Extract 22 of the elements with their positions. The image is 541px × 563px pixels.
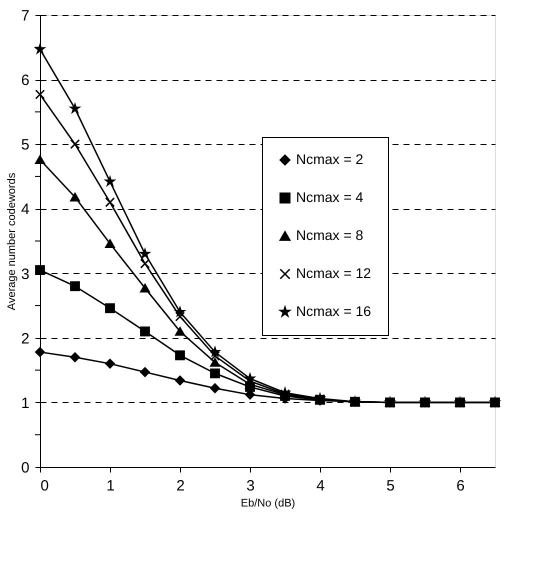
- x-tick-label: 2: [176, 478, 185, 494]
- y-tick-label: 7: [21, 8, 30, 24]
- y-tick-label: 2: [21, 330, 30, 348]
- x-tick-label: 0: [40, 478, 49, 494]
- y-tick-label: 5: [21, 136, 30, 154]
- x-tick-label: 1: [106, 478, 115, 494]
- x-tick-label: 3: [246, 478, 255, 494]
- x-tick-label: 4: [316, 478, 325, 494]
- legend-label: Ncmax = 2: [296, 151, 364, 167]
- y-axis-title: Average number codewords: [6, 172, 18, 310]
- y-tick-label: 6: [21, 72, 30, 90]
- legend-label: Ncmax = 12: [296, 265, 372, 281]
- x-axis-title: Eb/No (dB): [240, 498, 296, 510]
- y-tick-label: 3: [21, 266, 30, 283]
- legend-label: Ncmax = 16: [296, 303, 372, 319]
- y-tick-label: 4: [21, 201, 30, 218]
- legend-label: Ncmax = 4: [296, 189, 364, 205]
- legend-label: Ncmax = 8: [296, 227, 364, 243]
- y-tick-label: 1: [21, 394, 30, 412]
- y-tick-label: 0: [21, 460, 30, 476]
- x-tick-label: 5: [386, 478, 395, 494]
- x-tick-label: 6: [456, 478, 465, 494]
